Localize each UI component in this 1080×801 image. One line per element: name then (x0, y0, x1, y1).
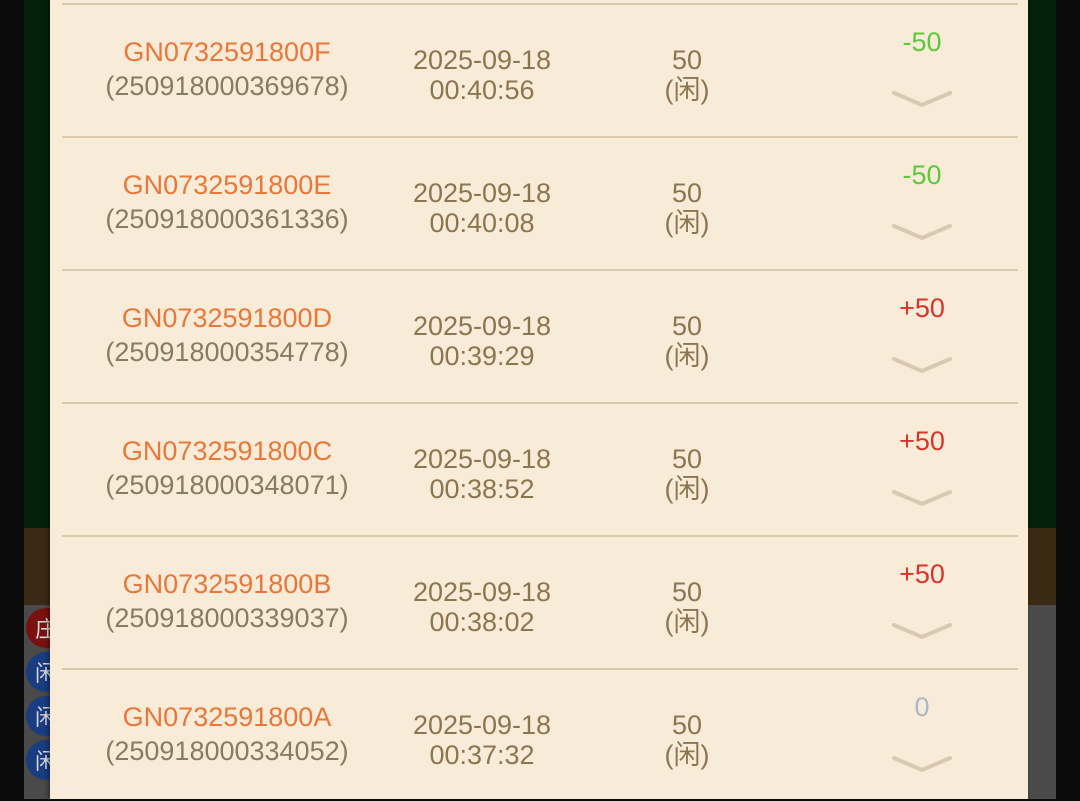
amount-cell: 50 (闲) (622, 178, 752, 238)
bet-history-modal: GN0732591800F (250918000369678) 2025-09-… (50, 0, 1028, 799)
bet-time: 00:39:29 (429, 341, 535, 371)
result-amount: +50 (899, 426, 945, 456)
bet-date: 2025-09-18 (412, 710, 552, 740)
bet-date: 2025-09-18 (412, 311, 552, 341)
game-id: GN0732591800F (123, 37, 331, 67)
bet-date: 2025-09-18 (412, 444, 552, 474)
chevron-down-icon[interactable] (892, 619, 952, 641)
bet-amount: 50 (671, 45, 703, 75)
game-id-cell: GN0732591800B (250918000339037) (62, 569, 392, 633)
result-amount: 0 (914, 692, 930, 722)
bet-side: (闲) (664, 208, 710, 238)
game-id: GN0732591800E (122, 170, 332, 200)
result-amount: -50 (902, 160, 942, 190)
game-id: GN0732591800A (122, 702, 332, 732)
chevron-down-icon[interactable] (892, 87, 952, 109)
bet-date: 2025-09-18 (412, 178, 552, 208)
bet-record-row[interactable]: GN0732591800D (250918000354778) 2025-09-… (62, 269, 1018, 402)
bet-record-row[interactable]: GN0732591800E (250918000361336) 2025-09-… (62, 136, 1018, 269)
datetime-cell: 2025-09-18 00:40:56 (362, 45, 602, 105)
bet-record-row[interactable]: GN0732591800A (250918000334052) 2025-09-… (62, 668, 1018, 801)
bet-side: (闲) (664, 740, 710, 770)
bet-record-row[interactable]: GN0732591800F (250918000369678) 2025-09-… (62, 3, 1018, 136)
amount-cell: 50 (闲) (622, 45, 752, 105)
bet-amount: 50 (671, 710, 703, 740)
game-id: GN0732591800D (121, 303, 333, 333)
bet-date: 2025-09-18 (412, 577, 552, 607)
chevron-down-icon[interactable] (892, 486, 952, 508)
datetime-cell: 2025-09-18 00:39:29 (362, 311, 602, 371)
bet-record-row[interactable]: GN0732591800B (250918000339037) 2025-09-… (62, 535, 1018, 668)
serial-number: (250918000354778) (105, 337, 349, 367)
game-id-cell: GN0732591800C (250918000348071) (62, 436, 392, 500)
serial-number: (250918000369678) (105, 71, 349, 101)
bet-side: (闲) (664, 341, 710, 371)
datetime-cell: 2025-09-18 00:38:52 (362, 444, 602, 504)
game-id-cell: GN0732591800F (250918000369678) (62, 37, 392, 101)
game-id: GN0732591800C (121, 436, 333, 466)
chevron-down-icon[interactable] (892, 220, 952, 242)
bet-side: (闲) (664, 75, 710, 105)
bet-amount: 50 (671, 577, 703, 607)
chevron-down-icon[interactable] (892, 353, 952, 375)
serial-number: (250918000339037) (105, 603, 349, 633)
game-id-cell: GN0732591800A (250918000334052) (62, 702, 392, 766)
serial-number: (250918000334052) (105, 736, 349, 766)
bet-amount: 50 (671, 178, 703, 208)
datetime-cell: 2025-09-18 00:38:02 (362, 577, 602, 637)
serial-number: (250918000361336) (105, 204, 349, 234)
result-amount: +50 (899, 559, 945, 589)
bet-time: 00:40:56 (429, 75, 535, 105)
bet-amount: 50 (671, 444, 703, 474)
datetime-cell: 2025-09-18 00:37:32 (362, 710, 602, 770)
bet-side: (闲) (664, 474, 710, 504)
game-id-cell: GN0732591800D (250918000354778) (62, 303, 392, 367)
bet-date: 2025-09-18 (412, 45, 552, 75)
amount-cell: 50 (闲) (622, 577, 752, 637)
bet-side: (闲) (664, 607, 710, 637)
chevron-down-icon[interactable] (892, 752, 952, 774)
bet-time: 00:38:02 (429, 607, 535, 637)
bet-time: 00:37:32 (429, 740, 535, 770)
amount-cell: 50 (闲) (622, 444, 752, 504)
game-id-cell: GN0732591800E (250918000361336) (62, 170, 392, 234)
result-amount: -50 (902, 27, 942, 57)
amount-cell: 50 (闲) (622, 311, 752, 371)
game-id: GN0732591800B (122, 569, 332, 599)
bet-time: 00:40:08 (429, 208, 535, 238)
datetime-cell: 2025-09-18 00:40:08 (362, 178, 602, 238)
bet-amount: 50 (671, 311, 703, 341)
bet-time: 00:38:52 (429, 474, 535, 504)
amount-cell: 50 (闲) (622, 710, 752, 770)
bet-record-row[interactable]: GN0732591800C (250918000348071) 2025-09-… (62, 402, 1018, 535)
serial-number: (250918000348071) (105, 470, 349, 500)
result-amount: +50 (899, 293, 945, 323)
